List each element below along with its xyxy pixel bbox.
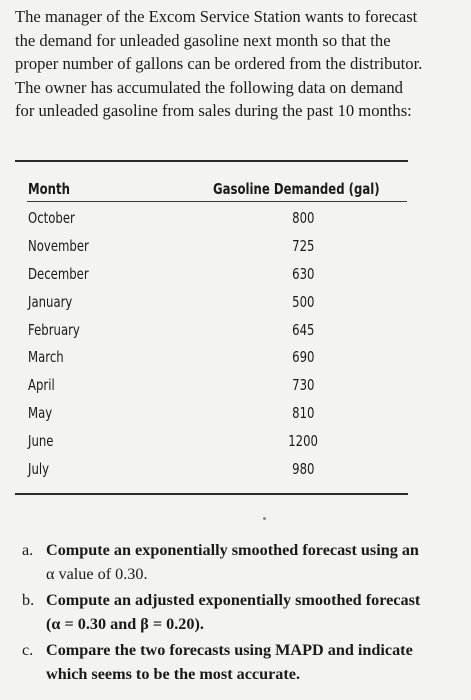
table-row: November 725 [0, 233, 471, 261]
month-cell: June [28, 432, 54, 451]
question-item: b. Compute an adjusted exponentially smoo… [22, 588, 471, 636]
month-cell: July [28, 460, 50, 479]
demand-value: 500 [291, 292, 315, 311]
month-cell: February [28, 320, 80, 339]
stray-dot [263, 517, 266, 520]
table-row: May 810 [0, 400, 471, 428]
question-line: (α = 0.30 and β = 0.20). [46, 615, 204, 633]
question-letter: c. [22, 641, 34, 659]
table-row: January 500 [0, 289, 471, 317]
question-line: Compare the two forecasts using MAPD and… [46, 641, 413, 659]
intro-line: for unleaded gasoline from sales during … [15, 101, 412, 121]
question-line: Compute an exponentially smoothed foreca… [46, 541, 419, 559]
table-row: December 630 [0, 261, 471, 289]
question-text: Compute an adjusted exponentially smooth… [46, 588, 471, 636]
demand-value: 800 [291, 209, 315, 227]
table-row: February 645 [0, 317, 471, 345]
month-cell: April [28, 376, 55, 395]
problem-statement: The manager of the Excom Service Station… [15, 5, 471, 123]
header-rule [27, 201, 407, 202]
demand-value: 630 [291, 264, 315, 283]
demand-value: 725 [291, 236, 315, 255]
question-text: Compare the two forecasts using MAPD and… [46, 638, 471, 686]
question-text: Compute an exponentially smoothed foreca… [46, 538, 471, 586]
month-cell: March [28, 348, 64, 367]
demand-value: 810 [291, 404, 315, 423]
table-bottom-rule [15, 493, 408, 495]
demand-value: 690 [291, 348, 315, 367]
table-row: March 690 [0, 344, 471, 372]
month-cell: November [28, 236, 89, 255]
demand-table: October 800 November 725 December 630 January 5… [0, 205, 471, 484]
demand-value: 1200 [288, 432, 318, 451]
question-line: α value of 0.30. [46, 565, 148, 583]
table-top-rule [15, 160, 408, 162]
column-header-demand: Gasoline Demanded (gal) [213, 180, 380, 198]
intro-line: the demand for unleaded gasoline next mo… [15, 30, 391, 50]
intro-line: The manager of the Excom Service Station… [15, 7, 418, 26]
demand-value: 980 [291, 460, 315, 479]
question-letter: b. [22, 591, 35, 609]
demand-value: 730 [291, 376, 315, 395]
question-item: c. Compare the two forecasts using MAPD a… [22, 638, 471, 686]
question-letter: a. [22, 541, 34, 559]
table-row: October 800 [0, 205, 471, 233]
month-cell: May [28, 404, 53, 423]
question-item: a. Compute an exponentially smoothed fore… [22, 538, 471, 586]
question-line: Compute an adjusted exponentially smooth… [46, 591, 421, 609]
question-list: a. Compute an exponentially smoothed fore… [22, 538, 471, 688]
intro-line: The owner has accumulated the following … [15, 77, 403, 97]
table-row: June 1200 [0, 428, 471, 456]
column-header-month: Month [28, 180, 70, 198]
demand-value: 645 [291, 320, 315, 339]
question-line: which seems to be the most accurate. [46, 665, 300, 683]
month-cell: October [28, 209, 75, 227]
month-cell: January [28, 292, 73, 311]
intro-line: proper number of gallons can be ordered … [15, 54, 423, 74]
table-row: July 980 [0, 456, 471, 484]
table-row: April 730 [0, 372, 471, 400]
month-cell: December [28, 264, 89, 283]
